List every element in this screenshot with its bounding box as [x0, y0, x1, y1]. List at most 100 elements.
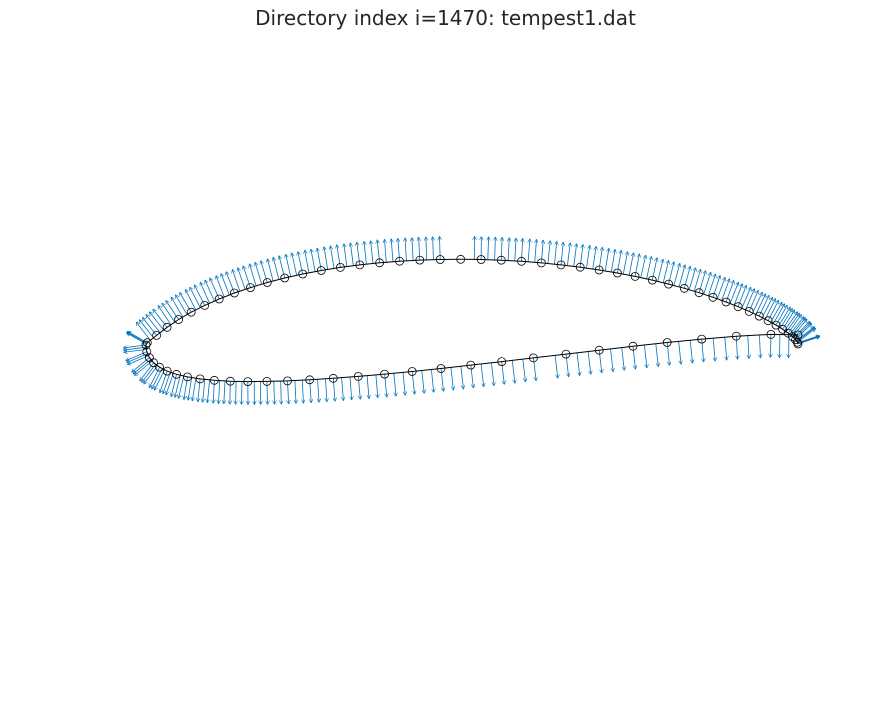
normal-arrow: [764, 299, 775, 320]
normal-arrow: [142, 363, 156, 382]
normal-arrow: [773, 304, 784, 324]
normal-arrow: [693, 269, 700, 292]
normal-arrow: [150, 312, 164, 331]
normal-arrow: [224, 380, 225, 404]
normal-arrow: [480, 363, 484, 387]
airfoil-point: [628, 341, 638, 351]
normal-arrow: [758, 296, 769, 317]
normal-arrow: [255, 262, 263, 285]
normal-arrow: [528, 239, 530, 262]
normal-arrow: [522, 239, 523, 262]
normal-arrow: [295, 380, 296, 404]
airfoil-point: [246, 283, 255, 293]
normal-arrow: [683, 266, 690, 289]
normal-arrow: [190, 287, 201, 308]
normal-arrow: [171, 297, 184, 318]
airfoil-outline: [145, 258, 799, 383]
normal-arrow: [238, 268, 246, 290]
airfoil-point: [613, 268, 622, 278]
airfoil-point: [298, 269, 308, 279]
normal-arrow: [628, 253, 633, 276]
normal-arrow: [785, 313, 799, 333]
normal-arrow: [662, 261, 668, 283]
airfoil-point: [214, 294, 224, 304]
normal-arrow: [192, 378, 197, 401]
airfoil-point: [353, 371, 363, 381]
airfoil-point: [142, 338, 152, 348]
airfoil-point: [335, 262, 345, 272]
normal-arrow: [267, 381, 268, 404]
normal-arrow: [221, 274, 230, 296]
airfoil-point: [142, 347, 152, 357]
airfoil-point: [754, 311, 764, 321]
normal-arrow: [166, 373, 174, 395]
normal-arrow: [213, 380, 214, 403]
normal-arrow: [128, 355, 149, 365]
normal-arrow: [375, 374, 378, 398]
normal-arrow: [203, 379, 206, 402]
normal-arrow: [703, 273, 711, 295]
airfoil-point: [561, 349, 571, 359]
normal-arrow: [450, 367, 454, 390]
normal-arrow: [153, 309, 168, 328]
normal-arrow: [761, 297, 772, 318]
normal-arrow: [326, 378, 327, 402]
normal-arrow: [216, 276, 225, 298]
normal-arrow: [288, 380, 289, 404]
normal-arrow: [717, 277, 725, 299]
airfoil-point: [694, 288, 704, 298]
normal-arrow: [748, 291, 758, 312]
normal-arrow: [207, 379, 210, 403]
normal-arrow: [426, 237, 427, 260]
normal-arrow: [391, 239, 393, 262]
airfoil-point: [195, 374, 205, 384]
airfoil-point: [662, 338, 672, 347]
normal-arrow: [586, 246, 590, 269]
airfoil-point: [791, 335, 800, 345]
normal-arrow: [230, 381, 231, 404]
airfoil-point: [316, 266, 326, 275]
normal-arrow: [185, 290, 197, 311]
airfoil-point: [283, 376, 292, 386]
airfoil-point: [594, 265, 604, 275]
airfoil-point: [436, 364, 446, 373]
airfoil-point: [380, 369, 390, 379]
normal-arrow: [144, 365, 158, 384]
normal-arrow: [324, 247, 329, 270]
normal-arrow: [180, 293, 192, 313]
normal-arrow: [511, 360, 515, 383]
normal-arrow: [759, 334, 760, 358]
normal-arrow: [162, 303, 176, 323]
normal-arrow: [547, 241, 550, 264]
normal-arrow: [640, 255, 646, 278]
normal-arrow: [678, 341, 681, 364]
normal-arrow: [736, 336, 737, 359]
normal-arrow: [126, 351, 147, 361]
normal-arrow: [777, 307, 790, 327]
normal-arrow: [200, 282, 210, 304]
normal-arrow: [175, 375, 181, 397]
normal-arrow: [712, 338, 715, 361]
airfoil-point: [209, 375, 219, 385]
normal-arrow: [274, 381, 275, 404]
normal-arrow: [152, 368, 163, 389]
normal-arrow: [261, 261, 268, 283]
airfoil-point: [328, 373, 338, 383]
normal-arrow: [158, 306, 172, 325]
airfoil-point: [172, 369, 181, 379]
normal-arrow: [136, 322, 151, 341]
normal-arrow: [440, 237, 441, 260]
airfoil-point: [766, 329, 776, 339]
normal-arrow: [573, 244, 577, 267]
normal-arrow: [342, 377, 344, 401]
airfoil-point: [415, 255, 425, 265]
normal-arrow: [330, 246, 335, 269]
airfoil-points: [141, 254, 803, 387]
airfoil-point: [537, 258, 546, 268]
normal-arrow: [433, 237, 434, 260]
normal-arrow: [311, 249, 316, 272]
normal-arrow: [305, 250, 310, 273]
normal-arrow: [610, 348, 614, 372]
normal-arrow: [286, 254, 292, 277]
normal-arrow: [576, 352, 580, 376]
